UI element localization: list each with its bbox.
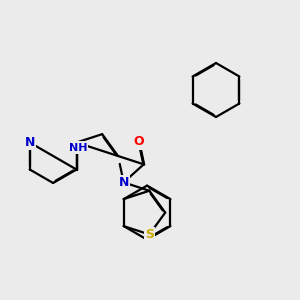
Text: N: N [118, 176, 129, 189]
Text: S: S [145, 228, 154, 241]
Text: N: N [118, 176, 129, 189]
Text: S: S [145, 228, 154, 241]
Text: O: O [134, 135, 144, 148]
Text: N: N [25, 136, 35, 149]
Text: N: N [25, 136, 35, 149]
Text: O: O [134, 135, 144, 148]
Text: NH: NH [67, 142, 86, 152]
Text: NH: NH [69, 143, 87, 153]
